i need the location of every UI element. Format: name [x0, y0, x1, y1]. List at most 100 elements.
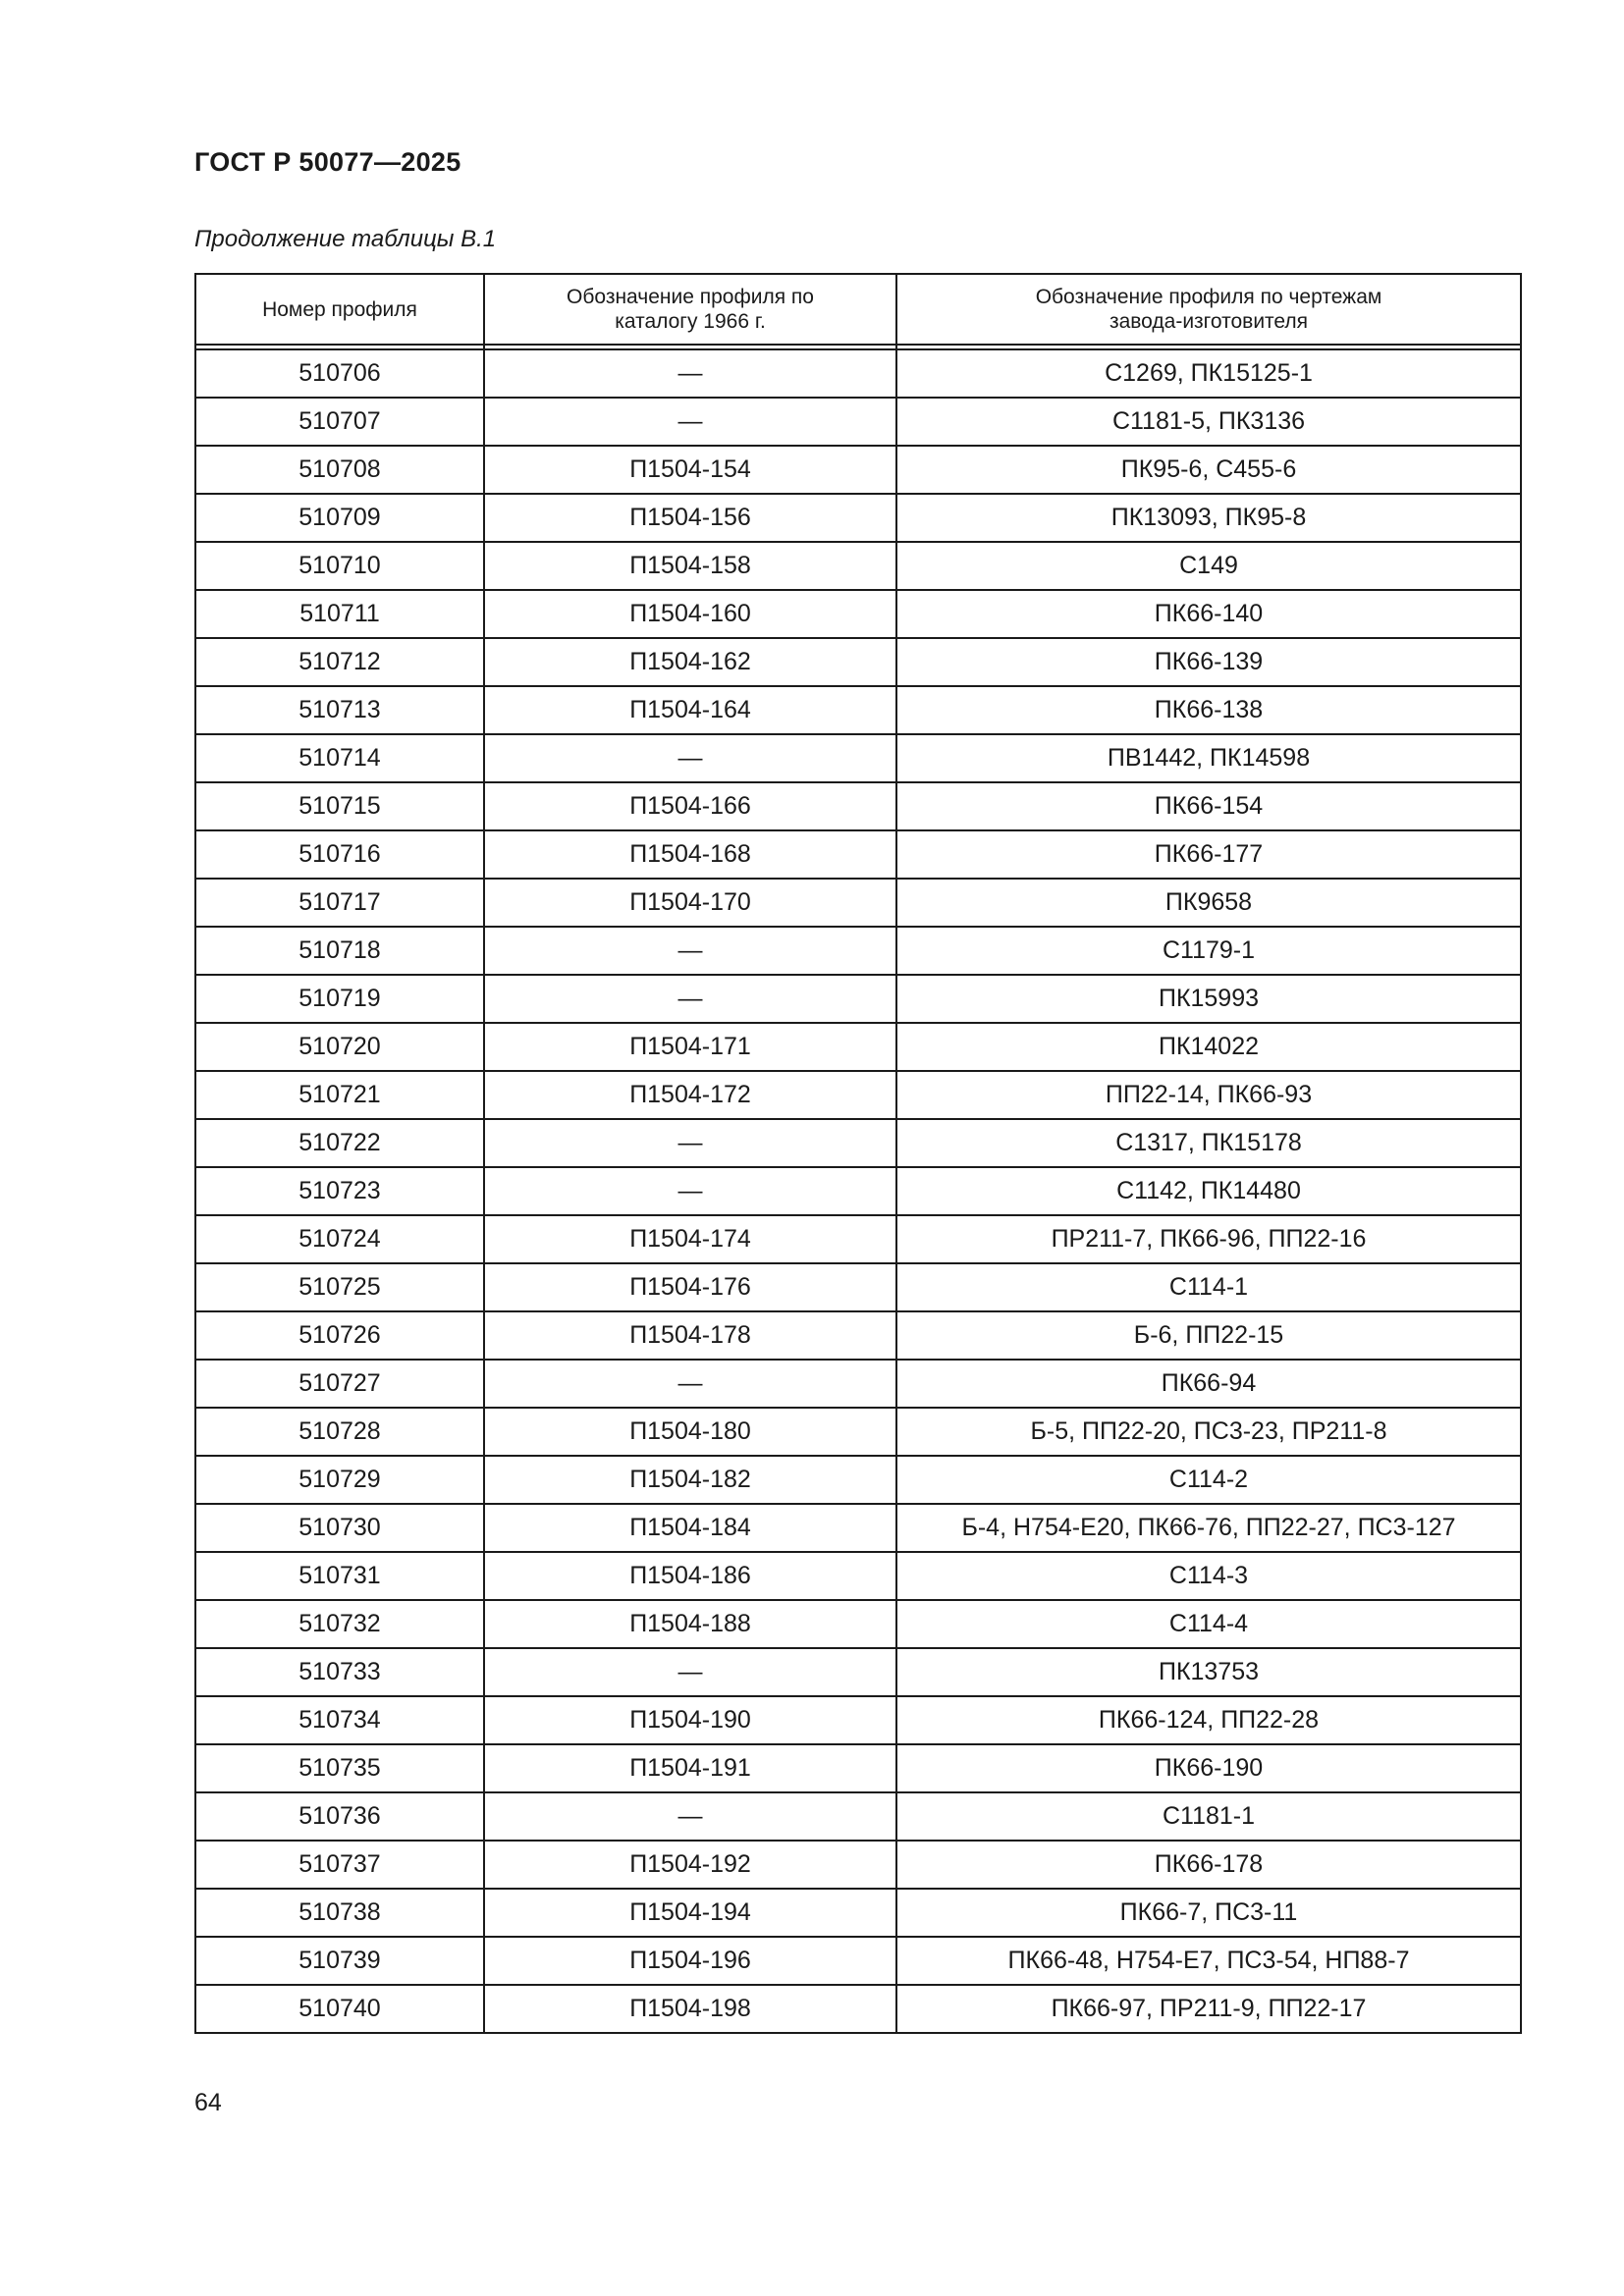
cell-profile-number: 510725: [194, 1262, 485, 1312]
cell-factory-drawing: ПР211-7, ПК66-96, ПП22-16: [895, 1214, 1522, 1264]
cell-catalog-1966: П1504-168: [483, 829, 897, 880]
header-separator: [194, 344, 1522, 350]
cell-profile-number: 510739: [194, 1936, 485, 1986]
cell-catalog-1966: —: [483, 1647, 897, 1697]
cell-catalog-1966: —: [483, 733, 897, 783]
table-row: 510733— ПК13753: [194, 1647, 1522, 1697]
cell-catalog-1966: П1504-154: [483, 445, 897, 495]
table-row: 510726 П1504-178 Б-6, ПП22-15: [194, 1310, 1522, 1361]
cell-factory-drawing: Б-6, ПП22-15: [895, 1310, 1522, 1361]
cell-profile-number: 510708: [194, 445, 485, 495]
table-row: 510708 П1504-154 ПК95-6, С455-6: [194, 445, 1522, 495]
cell-factory-drawing: ПК66-178: [895, 1840, 1522, 1890]
table-row: 510717 П1504-170 ПК9658: [194, 878, 1522, 928]
cell-catalog-1966: П1504-192: [483, 1840, 897, 1890]
table-row: 510734 П1504-190 ПК66-124, ПП22-28: [194, 1695, 1522, 1745]
cell-profile-number: 510728: [194, 1407, 485, 1457]
cell-profile-number: 510720: [194, 1022, 485, 1072]
cell-profile-number: 510723: [194, 1166, 485, 1216]
table-row: 510716 П1504-168 ПК66-177: [194, 829, 1522, 880]
table-row: 510718— С1179-1: [194, 926, 1522, 976]
table-row: 510710 П1504-158 С149: [194, 541, 1522, 591]
cell-profile-number: 510729: [194, 1455, 485, 1505]
table-row: 510719— ПК15993: [194, 974, 1522, 1024]
cell-profile-number: 510737: [194, 1840, 485, 1890]
cell-factory-drawing: ПК66-190: [895, 1743, 1522, 1793]
cell-catalog-1966: П1504-174: [483, 1214, 897, 1264]
cell-factory-drawing: С1142, ПК14480: [895, 1166, 1522, 1216]
cell-factory-drawing: ПК9658: [895, 878, 1522, 928]
cell-factory-drawing: ПК14022: [895, 1022, 1522, 1072]
table-row: 510735 П1504-191 ПК66-190: [194, 1743, 1522, 1793]
document-title: ГОСТ Р 50077—2025: [194, 147, 461, 177]
table-row: 510713 П1504-164 ПК66-138: [194, 685, 1522, 735]
cell-catalog-1966: П1504-166: [483, 781, 897, 831]
cell-profile-number: 510718: [194, 926, 485, 976]
cell-catalog-1966: П1504-178: [483, 1310, 897, 1361]
cell-profile-number: 510732: [194, 1599, 485, 1649]
cell-factory-drawing: ПП22-14, ПК66-93: [895, 1070, 1522, 1120]
table-row: 510730 П1504-184 Б-4, Н754-Е20, ПК66-76, П…: [194, 1503, 1522, 1553]
cell-factory-drawing: С114-2: [895, 1455, 1522, 1505]
table-caption: Продолжение таблицы В.1: [194, 226, 497, 252]
cell-profile-number: 510726: [194, 1310, 485, 1361]
cell-profile-number: 510733: [194, 1647, 485, 1697]
cell-catalog-1966: П1504-196: [483, 1936, 897, 1986]
cell-catalog-1966: П1504-190: [483, 1695, 897, 1745]
cell-catalog-1966: П1504-184: [483, 1503, 897, 1553]
cell-profile-number: 510727: [194, 1359, 485, 1409]
cell-catalog-1966: —: [483, 1791, 897, 1842]
page-number: 64: [194, 2089, 222, 2116]
cell-catalog-1966: —: [483, 926, 897, 976]
cell-profile-number: 510721: [194, 1070, 485, 1120]
cell-profile-number: 510722: [194, 1118, 485, 1168]
profiles-table: Номер профиля Обозначение профиля по кат…: [194, 273, 1522, 2034]
cell-factory-drawing: ПК66-177: [895, 829, 1522, 880]
cell-profile-number: 510714: [194, 733, 485, 783]
cell-profile-number: 510740: [194, 1984, 485, 2034]
table-header-row: Номер профиля Обозначение профиля по кат…: [194, 273, 1522, 346]
cell-catalog-1966: П1504-182: [483, 1455, 897, 1505]
cell-profile-number: 510710: [194, 541, 485, 591]
cell-catalog-1966: —: [483, 1118, 897, 1168]
cell-factory-drawing: ПК95-6, С455-6: [895, 445, 1522, 495]
table-row: 510731 П1504-186 С114-3: [194, 1551, 1522, 1601]
cell-catalog-1966: —: [483, 974, 897, 1024]
cell-catalog-1966: П1504-171: [483, 1022, 897, 1072]
cell-catalog-1966: —: [483, 397, 897, 447]
cell-factory-drawing: С1269, ПК15125-1: [895, 348, 1522, 399]
cell-factory-drawing: ПК15993: [895, 974, 1522, 1024]
cell-factory-drawing: ПК66-124, ПП22-28: [895, 1695, 1522, 1745]
cell-profile-number: 510734: [194, 1695, 485, 1745]
cell-catalog-1966: П1504-191: [483, 1743, 897, 1793]
cell-factory-drawing: ПК66-94: [895, 1359, 1522, 1409]
column-header-profile-number: Номер профиля: [194, 273, 485, 346]
cell-profile-number: 510735: [194, 1743, 485, 1793]
cell-factory-drawing: ПК66-7, ПС3-11: [895, 1888, 1522, 1938]
cell-factory-drawing: ПК66-48, Н754-Е7, ПС3-54, НП88-7: [895, 1936, 1522, 1986]
cell-catalog-1966: П1504-188: [483, 1599, 897, 1649]
cell-profile-number: 510730: [194, 1503, 485, 1553]
table-row: 510729 П1504-182 С114-2: [194, 1455, 1522, 1505]
table-row: 510720 П1504-171 ПК14022: [194, 1022, 1522, 1072]
cell-factory-drawing: ПК66-138: [895, 685, 1522, 735]
cell-profile-number: 510736: [194, 1791, 485, 1842]
cell-profile-number: 510712: [194, 637, 485, 687]
table-row: 510712 П1504-162 ПК66-139: [194, 637, 1522, 687]
cell-catalog-1966: П1504-176: [483, 1262, 897, 1312]
cell-factory-drawing: ПК13753: [895, 1647, 1522, 1697]
cell-catalog-1966: П1504-172: [483, 1070, 897, 1120]
cell-factory-drawing: ПК66-97, ПР211-9, ПП22-17: [895, 1984, 1522, 2034]
table-row: 510723— С1142, ПК14480: [194, 1166, 1522, 1216]
cell-catalog-1966: П1504-158: [483, 541, 897, 591]
cell-profile-number: 510711: [194, 589, 485, 639]
table-row: 510722— С1317, ПК15178: [194, 1118, 1522, 1168]
cell-catalog-1966: —: [483, 348, 897, 399]
cell-profile-number: 510709: [194, 493, 485, 543]
table-row: 510739 П1504-196 ПК66-48, Н754-Е7, ПС3-54,…: [194, 1936, 1522, 1986]
cell-profile-number: 510706: [194, 348, 485, 399]
cell-catalog-1966: П1504-156: [483, 493, 897, 543]
cell-profile-number: 510707: [194, 397, 485, 447]
column-header-factory-drawings: Обозначение профиля по чертежам завода-и…: [895, 273, 1522, 346]
table-row: 510738 П1504-194 ПК66-7, ПС3-11: [194, 1888, 1522, 1938]
